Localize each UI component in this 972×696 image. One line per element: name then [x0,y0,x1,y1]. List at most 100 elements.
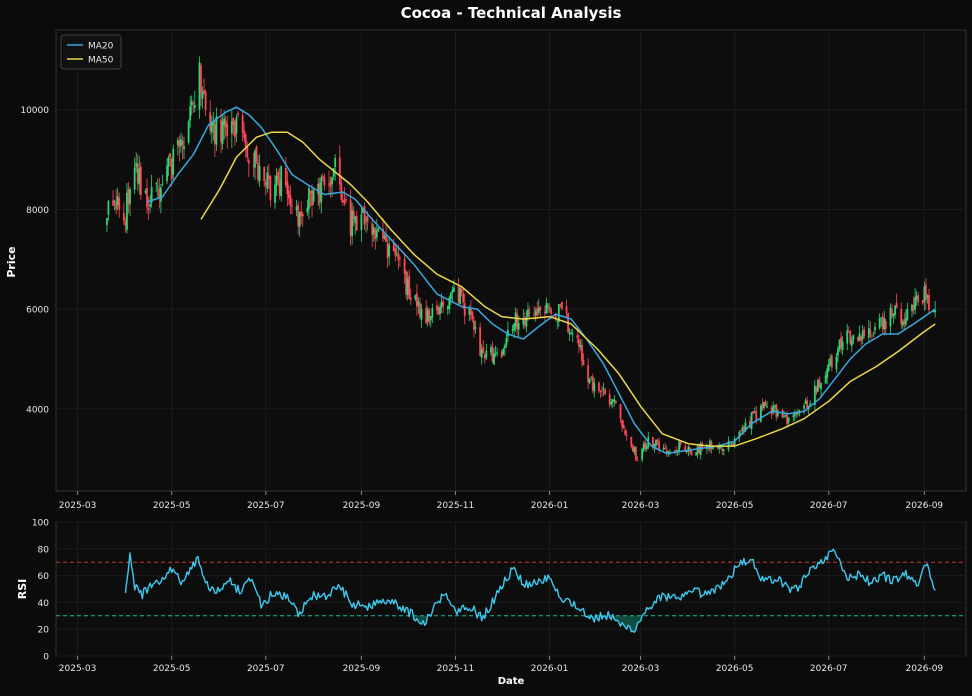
candle-body [655,439,657,446]
price-x-tick-label: 2026-03 [622,501,660,511]
candle-body [226,123,229,137]
candle-body [505,337,508,346]
candle-body [614,401,617,404]
candle-body [591,376,594,391]
candle-body [633,447,636,453]
candle-body [665,450,668,455]
rsi-x-tick-label: 2026-09 [906,664,944,674]
candle-body [491,346,494,363]
candle-body [172,148,175,175]
candle-body [547,305,549,307]
candle-body [850,339,853,346]
candle-body [375,230,378,238]
candle-body [721,448,724,452]
candle-body [156,186,159,188]
candle-body [846,330,849,344]
candle-body [190,101,193,106]
candle-body [631,446,634,451]
candle-body [664,448,667,450]
candle-body [365,219,367,221]
candle-body [263,167,266,181]
candle-body [841,341,844,350]
candle-body [712,447,714,449]
price-axis-label: Price [5,246,18,277]
candle-body [857,337,859,342]
candle-body [630,437,633,447]
candle-body [590,376,593,378]
candle-body [235,117,238,134]
candle-body [247,160,250,164]
candle-body [869,329,872,334]
candle-body [291,205,293,207]
candle-body [679,440,682,445]
candle-body [645,446,648,450]
candle-body [485,350,488,358]
candle-body [203,90,205,93]
candle-body [187,121,190,143]
candle-body [397,253,400,261]
candle-body [221,121,224,144]
candle-body [739,430,742,432]
candle-body [764,401,767,407]
candle-body [604,389,606,395]
candle-body [183,146,185,150]
candle-body [201,91,204,99]
candle-body [884,321,887,329]
candle-body [295,206,298,211]
candle-body [167,157,170,167]
candle-body [511,329,514,332]
candle-body [554,315,557,319]
candle-body [581,345,583,361]
candle-body [439,307,441,314]
candle-body [328,183,330,185]
rsi-axis-label: RSI [16,579,29,600]
candle-body [147,208,150,210]
candle-body [146,187,148,208]
candle-body [817,380,819,392]
candle-body [399,258,401,260]
rsi-x-tick-label: 2026-07 [810,664,848,674]
candle-body [874,326,876,331]
candle-body [593,382,596,392]
candle-body [820,383,822,390]
candle-body [730,443,733,445]
candle-body [695,452,697,456]
candle-body [150,186,153,203]
candle-body [318,182,321,204]
candle-body [469,307,472,315]
candle-body [915,295,918,300]
candle-body [761,404,764,409]
candle-body [514,312,517,327]
candle-body [301,213,304,217]
candle-body [480,349,483,358]
candle-body [889,307,892,327]
candle-body [528,312,531,313]
candle-body [608,394,611,405]
candle-body [170,158,173,180]
candle-body [742,426,745,432]
candle-body [362,208,364,213]
candle-body [417,301,420,306]
candle-body [442,301,445,307]
candle-body [611,399,614,403]
candle-body [579,344,582,348]
candle-body [917,295,920,303]
candle-body [338,157,341,185]
candle-body [377,227,380,231]
candle-body [118,197,121,210]
candle-body [619,404,622,419]
candle-body [838,339,841,350]
rsi-line [124,548,936,633]
candle-body [787,417,790,423]
rsi-x-tick-label: 2025-11 [437,664,475,674]
candle-body [252,165,255,167]
candle-body [155,183,158,185]
candle-body [127,188,130,205]
candle-body [536,307,539,316]
candle-body [166,165,168,182]
candle-body [588,379,591,383]
candle-body [383,235,386,239]
candle-body [565,306,568,313]
